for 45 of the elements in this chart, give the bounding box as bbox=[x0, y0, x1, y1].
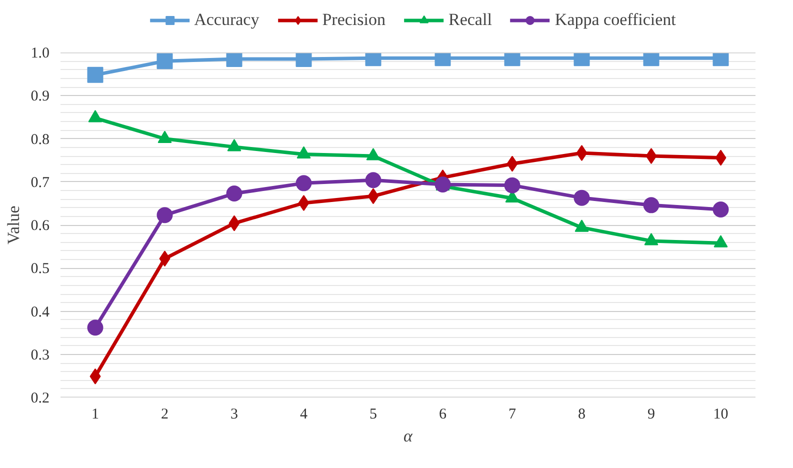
legend-label: Precision bbox=[322, 10, 386, 30]
y-axis-title: Value bbox=[4, 206, 23, 244]
x-tick-label: 3 bbox=[230, 406, 238, 422]
point bbox=[156, 53, 173, 70]
point bbox=[574, 190, 590, 206]
legend-label: Kappa coefficient bbox=[554, 10, 676, 30]
point bbox=[712, 201, 729, 218]
x-tick-label: 9 bbox=[648, 406, 655, 422]
point bbox=[156, 207, 173, 224]
y-tick-label: 0.9 bbox=[30, 88, 50, 105]
point bbox=[226, 52, 242, 67]
point bbox=[87, 66, 104, 83]
point bbox=[296, 52, 312, 67]
y-tick-label: 0.4 bbox=[30, 304, 50, 320]
x-tick-label: 7 bbox=[508, 406, 516, 422]
x-axis-title: α bbox=[404, 426, 414, 446]
y-tick-label: 0.3 bbox=[30, 347, 50, 364]
legend-label: Accuracy bbox=[194, 10, 260, 30]
point bbox=[87, 320, 104, 336]
x-tick-label: 8 bbox=[578, 406, 586, 422]
y-tick-label: 0.8 bbox=[30, 132, 50, 148]
x-tick-label: 6 bbox=[439, 406, 447, 422]
point bbox=[646, 148, 657, 164]
point bbox=[365, 172, 382, 188]
point bbox=[574, 52, 590, 66]
point bbox=[643, 197, 660, 214]
y-tick-label: 0.2 bbox=[30, 390, 50, 406]
legend-label: Recall bbox=[448, 10, 492, 30]
point bbox=[643, 52, 660, 66]
y-tick-label: 0.7 bbox=[30, 174, 50, 191]
point bbox=[296, 175, 312, 192]
point bbox=[504, 52, 520, 66]
x-tick-label: 1 bbox=[92, 406, 99, 422]
point bbox=[434, 52, 451, 66]
y-tick-label: 0.6 bbox=[30, 218, 50, 234]
point bbox=[226, 186, 242, 202]
point bbox=[365, 52, 382, 66]
point bbox=[712, 52, 729, 66]
x-tick-label: 2 bbox=[161, 406, 168, 422]
y-tick-label: 1.0 bbox=[30, 46, 50, 62]
x-tick-label: 5 bbox=[370, 406, 377, 422]
x-tick-label: 4 bbox=[300, 406, 308, 422]
point bbox=[504, 177, 520, 194]
x-tick-label: 10 bbox=[713, 406, 728, 422]
y-tick-label: 0.5 bbox=[30, 261, 50, 278]
